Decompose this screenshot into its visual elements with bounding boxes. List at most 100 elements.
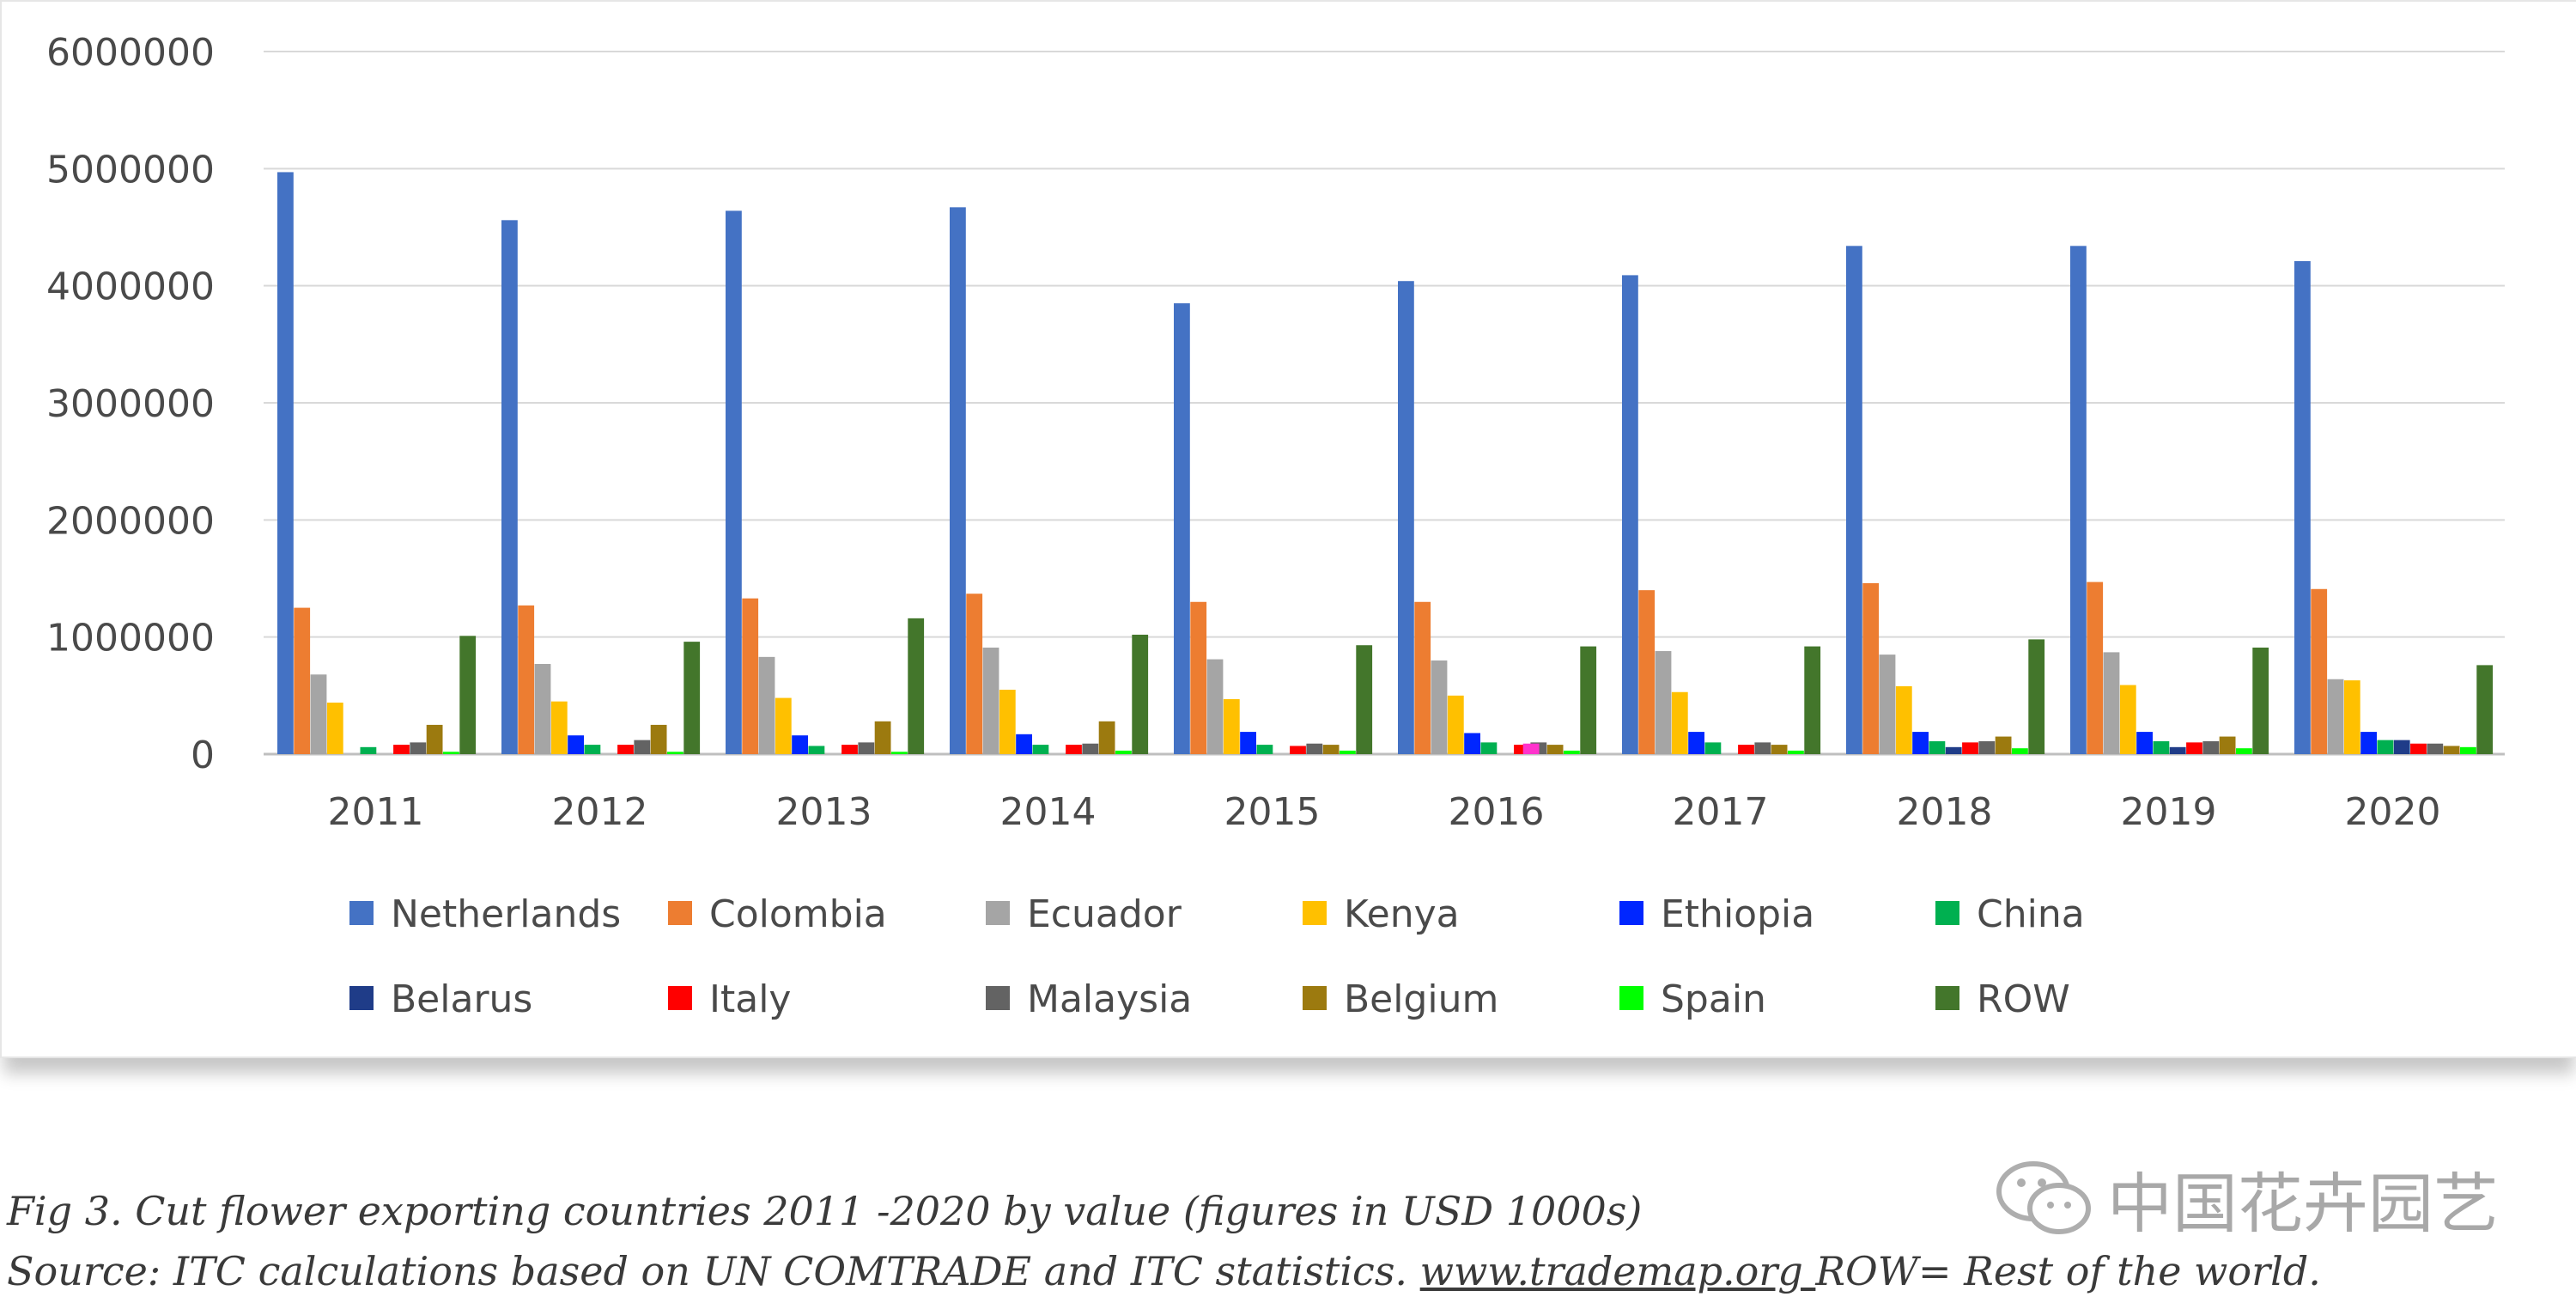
bar-netherlands-2019: [2070, 246, 2087, 754]
bar-italy-2014: [1066, 745, 1082, 754]
bar-belgium-2019: [2219, 736, 2236, 754]
legend-swatch-belgium: [1303, 986, 1327, 1010]
bar-spain-2019: [2236, 748, 2252, 754]
trademap-link[interactable]: www.trademap.org: [1419, 1248, 1816, 1294]
bar-spain-2020: [2460, 746, 2476, 754]
bar-italy-2017: [1738, 745, 1754, 754]
caption-source-text: Source: ITC calculations based on UN COM…: [7, 1248, 1420, 1294]
legend-swatch-spain: [1619, 986, 1643, 1010]
bar-ecuador-2015: [1206, 659, 1224, 754]
bar-ethiopia-2014: [1016, 734, 1032, 754]
bar-ecuador-2017: [1655, 651, 1672, 754]
legend-label-row: ROW: [1977, 977, 2070, 1021]
bar-netherlands-2013: [726, 210, 742, 754]
x-tick-label: 2012: [552, 790, 648, 834]
bar-ethiopia-2016: [1464, 733, 1480, 754]
bar-netherlands-2016: [1398, 281, 1414, 754]
bar-ecuador-2020: [2327, 679, 2344, 754]
bar-ethiopia-2012: [568, 735, 584, 754]
bar-italy-2013: [841, 745, 858, 754]
bar-colombia-2014: [966, 594, 983, 754]
bar-spain-2017: [1788, 750, 1804, 754]
watermark: 中国花卉园艺: [1992, 1151, 2499, 1245]
bar-malaysia-2018: [1978, 741, 1996, 754]
bar-kenya-2017: [1671, 691, 1688, 754]
bar-chart: 0 1000000 2000000 3000000 4000000 5000000 6000…: [46, 31, 2505, 1021]
bar-malaysia-2019: [2202, 741, 2220, 754]
bar-spain-2018: [2012, 748, 2028, 754]
legend-label-malaysia: Malaysia: [1027, 977, 1192, 1021]
x-tick-label: 2018: [1897, 790, 1993, 834]
y-tick-label: 1000000: [46, 617, 215, 661]
bar-spain-2011: [443, 752, 459, 754]
legend-label-ecuador: Ecuador: [1027, 892, 1182, 936]
bars: [277, 172, 2494, 755]
bar-belarus-2020: [2393, 740, 2410, 754]
bar-row-2011: [459, 636, 477, 754]
caption-row-note: ROW= Rest of the world.: [1815, 1248, 2321, 1294]
bar-belarus-2019: [2169, 746, 2186, 754]
gridlines: [264, 51, 2505, 756]
bar-ethiopia-2013: [792, 735, 808, 754]
legend-swatch-italy: [668, 986, 692, 1010]
legend-swatch-netherlands: [349, 901, 374, 925]
bar-colombia-2015: [1190, 601, 1207, 754]
y-tick-label: 6000000: [46, 31, 215, 75]
legend: Netherlands Colombia Ecuador Kenya Ethiopia C…: [349, 892, 2085, 1021]
bar-ecuador-2011: [310, 674, 327, 754]
bar-kenya-2016: [1447, 695, 1464, 754]
x-tick-label: 2013: [776, 790, 872, 834]
bar-spain-2014: [1115, 750, 1132, 754]
bar-ecuador-2018: [1879, 654, 1896, 754]
bar-kenya-2013: [775, 697, 792, 754]
y-tick-label: 2000000: [46, 499, 215, 543]
bar-ecuador-2012: [534, 664, 551, 754]
bar-row-2020: [2476, 665, 2494, 754]
axis-labels: 0 1000000 2000000 3000000 4000000 5000000 6000…: [46, 31, 2440, 834]
bar-row-2019: [2252, 647, 2269, 754]
figure-caption: Fig 3. Cut flower exporting countries 20…: [7, 1181, 2549, 1301]
bar-china-2018: [1929, 741, 1946, 754]
legend-swatch-china: [1935, 901, 1959, 925]
bar-netherlands-2018: [1846, 246, 1862, 754]
bar-colombia-2013: [742, 598, 759, 754]
bar-malaysia-2014: [1082, 743, 1099, 754]
bar-kenya-2012: [550, 701, 568, 754]
bar-netherlands-2015: [1174, 303, 1190, 754]
bar-spain-2015: [1340, 750, 1356, 754]
bar-china-2012: [584, 745, 601, 754]
bar-china-2011: [360, 746, 377, 754]
bar-china-2015: [1256, 745, 1273, 754]
bar-colombia-2011: [294, 607, 311, 754]
legend-label-belgium: Belgium: [1344, 977, 1498, 1021]
bar-netherlands-2012: [501, 220, 518, 754]
bar-netherlands-2017: [1622, 275, 1638, 754]
bar-ethiopia-2020: [2360, 732, 2377, 754]
legend-label-spain: Spain: [1661, 977, 1766, 1021]
legend-label-ethiopia: Ethiopia: [1661, 892, 1814, 936]
bar-kenya-2015: [1223, 698, 1240, 754]
bar-malaysia-2011: [410, 742, 427, 754]
y-tick-label: 4000000: [46, 265, 215, 309]
bar-italy-2016: [1514, 745, 1530, 754]
bar-row-2012: [683, 642, 701, 754]
bar-italy-2018: [1962, 742, 1978, 754]
bar-row-2015: [1356, 645, 1373, 754]
legend-label-china: China: [1977, 892, 2085, 936]
x-tick-label: 2017: [1673, 790, 1769, 834]
bar-colombia-2019: [2087, 581, 2104, 754]
bar-ecuador-2014: [982, 647, 999, 754]
x-tick-label: 2020: [2345, 790, 2441, 834]
bar-ecuador-2019: [2103, 652, 2120, 754]
bar-china-2019: [2153, 741, 2170, 754]
bar-belgium-2011: [426, 724, 443, 754]
bar-italy-2012: [617, 745, 634, 754]
legend-label-belarus: Belarus: [391, 977, 532, 1021]
legend-swatch-kenya: [1303, 901, 1327, 925]
bar-china-2014: [1032, 745, 1049, 754]
legend-swatch-ecuador: [986, 901, 1010, 925]
bar-italy-2015: [1290, 746, 1306, 754]
bar-kenya-2020: [2343, 680, 2360, 754]
bar-kenya-2014: [999, 690, 1016, 754]
bar-row-2013: [908, 618, 925, 754]
